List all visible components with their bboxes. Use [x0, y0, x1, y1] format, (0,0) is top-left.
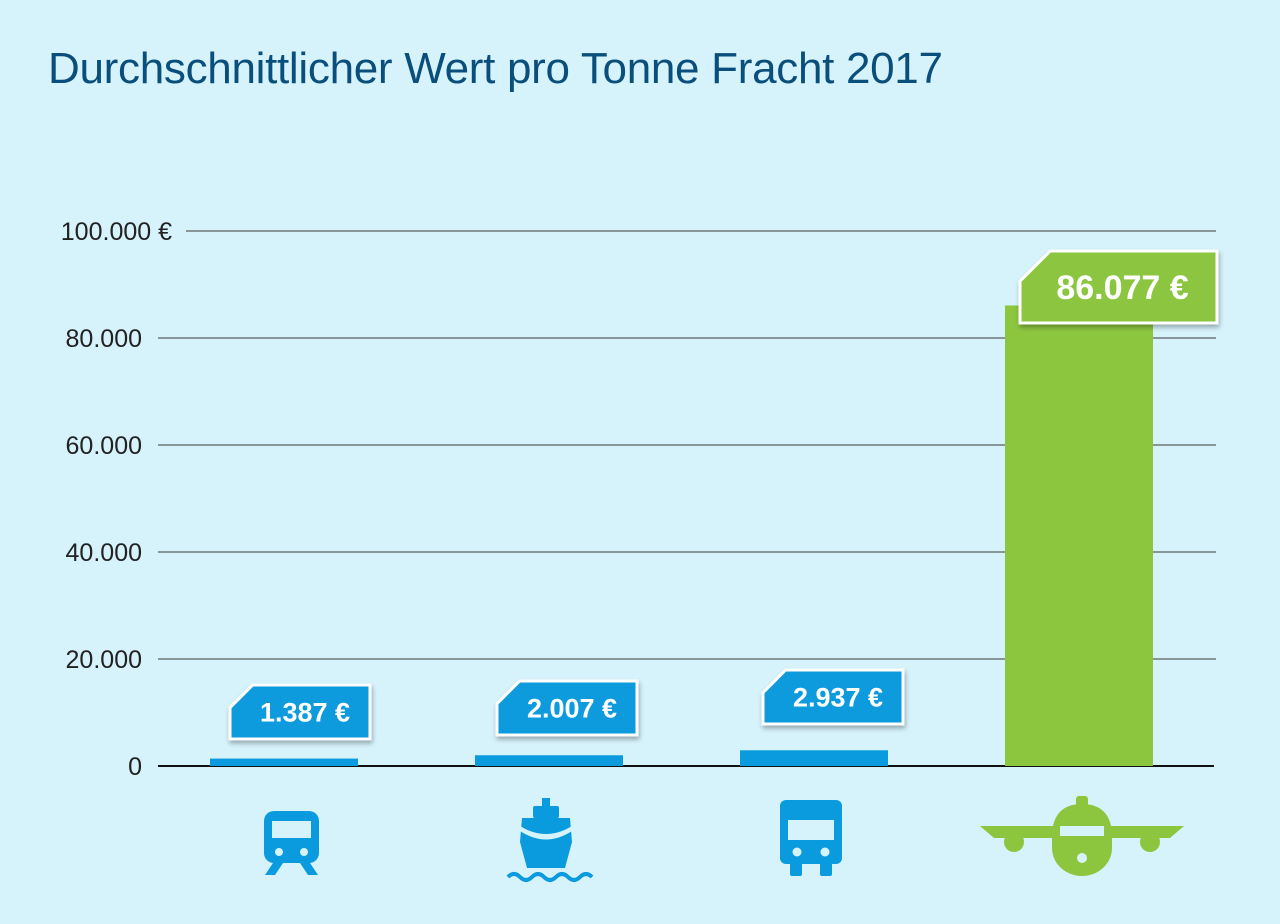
- value-tag: [228, 683, 372, 741]
- truck-icon: [780, 800, 842, 876]
- airplane-icon: [980, 796, 1184, 876]
- value-tag: [761, 668, 905, 726]
- rail-icon: [264, 811, 319, 875]
- y-tick-label: 80.000: [66, 325, 142, 353]
- y-tick-label: 0: [128, 753, 142, 781]
- bar-rail: [210, 758, 358, 766]
- ship-icon: [506, 798, 594, 882]
- bar-ship: [475, 755, 623, 766]
- y-tick-label: 60.000: [66, 432, 142, 460]
- bar-truck: [740, 750, 888, 766]
- y-tick-label: 40.000: [66, 539, 142, 567]
- chart-title: Durchschnittlicher Wert pro Tonne Fracht…: [48, 44, 943, 93]
- bar-airplane: [1005, 305, 1153, 766]
- y-tick-label: 20.000: [66, 646, 142, 674]
- y-tick-label: 100.000 €: [61, 218, 172, 246]
- value-tag: [1018, 249, 1219, 325]
- value-label: 2.937 €: [793, 683, 883, 713]
- value-label: 86.077 €: [1056, 269, 1188, 307]
- value-tag: [495, 679, 639, 737]
- value-label: 2.007 €: [527, 694, 617, 724]
- value-label: 1.387 €: [260, 698, 350, 728]
